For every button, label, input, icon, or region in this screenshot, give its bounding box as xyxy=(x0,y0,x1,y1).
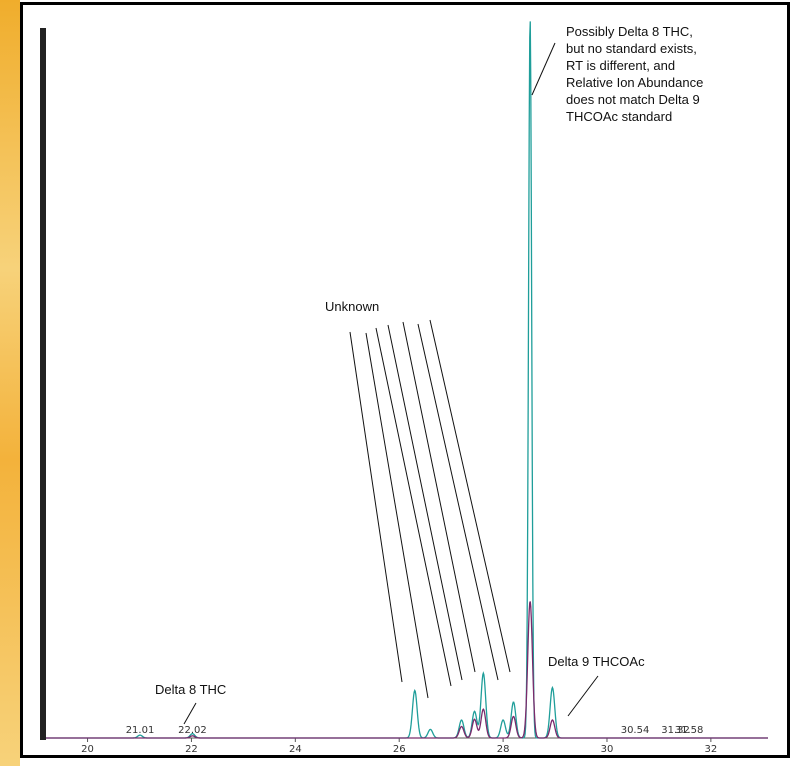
x-axis-ticks: 20 22 24 26 28 30 32 xyxy=(81,738,717,755)
x-tick-label: 32 xyxy=(704,744,717,755)
annotation-delta8: Delta 8 THC xyxy=(155,682,226,725)
unknown-pointer-1 xyxy=(349,331,403,683)
annotation-delta9-label: Delta 9 THCOAc xyxy=(548,654,645,669)
annotation-possibly-line-4: Relative Ion Abundance xyxy=(566,75,703,90)
x-tick-label: 30 xyxy=(601,744,614,755)
peak-rt-label: 31.32 xyxy=(661,725,690,736)
unknown-pointer-2 xyxy=(365,332,429,699)
peak-rt-label: 30.54 xyxy=(621,725,650,736)
x-tick-label: 22 xyxy=(185,744,198,755)
annotation-unknown: Unknown xyxy=(325,299,511,699)
series-line-teal xyxy=(46,21,768,739)
peak-rt-label: 22.02 xyxy=(178,725,207,736)
annotation-possibly-line-1: Possibly Delta 8 THC, xyxy=(566,24,693,39)
annotation-possibly-line-2: but no standard exists, xyxy=(566,41,697,56)
annotation-delta9-pointer xyxy=(567,675,599,717)
annotation-possibly-line-3: RT is different, and xyxy=(566,58,675,73)
x-tick-label: 20 xyxy=(81,744,94,755)
x-tick-label: 28 xyxy=(497,744,510,755)
annotation-delta8-label: Delta 8 THC xyxy=(155,682,226,697)
annotation-delta9: Delta 9 THCOAc xyxy=(548,654,645,717)
series-layer xyxy=(46,21,768,739)
annotation-possibly-line-5: does not match Delta 9 xyxy=(566,92,700,107)
unknown-pointer-4 xyxy=(387,324,463,681)
unknown-pointer-7 xyxy=(429,319,511,673)
annotation-possibly-pointer xyxy=(531,42,556,96)
chart-frame xyxy=(20,2,790,758)
x-tick-label: 26 xyxy=(393,744,406,755)
unknown-pointer-6 xyxy=(417,323,499,681)
annotation-possibly-delta8: Possibly Delta 8 THC, but no standard ex… xyxy=(531,24,703,124)
annotation-possibly-line-6: THCOAc standard xyxy=(566,109,672,124)
x-tick-label: 24 xyxy=(289,744,302,755)
series-line-purple xyxy=(46,601,768,739)
frame-shadow xyxy=(40,28,46,740)
annotation-unknown-label: Unknown xyxy=(325,299,379,314)
annotation-delta8-pointer xyxy=(183,702,197,725)
peak-rt-label: 31.58 xyxy=(675,725,704,736)
peak-rt-label: 21.01 xyxy=(126,725,155,736)
background-edge xyxy=(0,0,20,766)
unknown-pointer-5 xyxy=(402,321,476,673)
unknown-pointer-3 xyxy=(375,327,452,687)
